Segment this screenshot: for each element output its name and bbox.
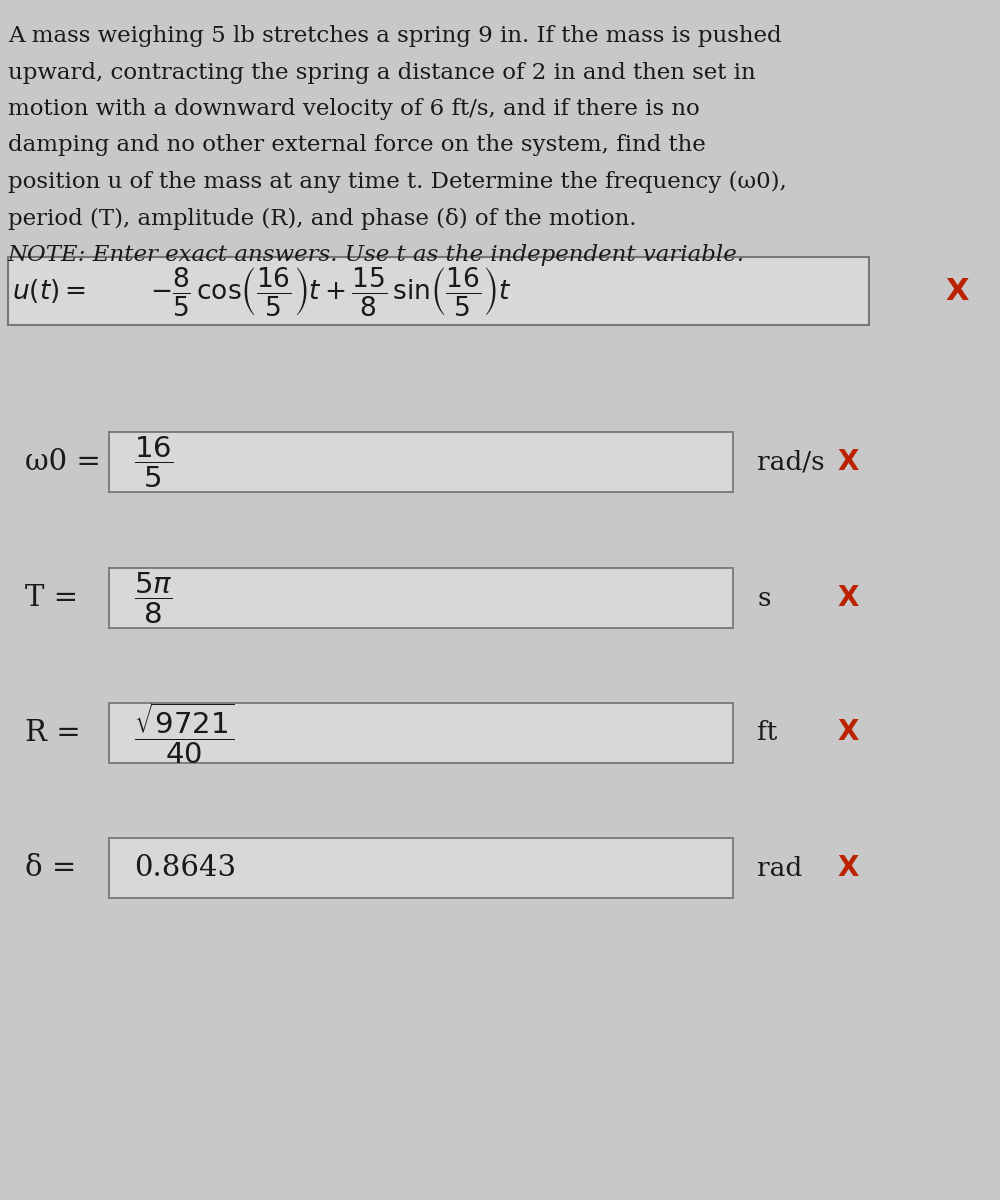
Text: $\mathbf{X}$: $\mathbf{X}$ xyxy=(837,584,859,612)
Text: 0.8643: 0.8643 xyxy=(134,854,236,882)
FancyBboxPatch shape xyxy=(8,257,869,325)
Text: $\dfrac{5π}{8}$: $\dfrac{5π}{8}$ xyxy=(134,570,172,625)
Text: damping and no other external force on the system, find the: damping and no other external force on t… xyxy=(8,134,706,156)
Text: A mass weighing 5 lb stretches a spring 9 in. If the mass is pushed: A mass weighing 5 lb stretches a spring … xyxy=(8,25,782,47)
Text: rad: rad xyxy=(757,856,803,881)
Text: $-\dfrac{8}{5}\,\cos\!\left(\dfrac{16}{5}\right)t+\dfrac{15}{8}\,\sin\!\left(\df: $-\dfrac{8}{5}\,\cos\!\left(\dfrac{16}{5… xyxy=(150,264,512,318)
Text: ω0 =: ω0 = xyxy=(25,448,101,476)
Text: $\dfrac{16}{5}$: $\dfrac{16}{5}$ xyxy=(134,434,173,490)
Text: $\mathbf{X}$: $\mathbf{X}$ xyxy=(837,720,859,746)
Text: δ =: δ = xyxy=(25,854,76,882)
Text: $\dfrac{\sqrt{9721}}{40}$: $\dfrac{\sqrt{9721}}{40}$ xyxy=(134,700,234,766)
Text: position u of the mass at any time t. Determine the frequency (ω0),: position u of the mass at any time t. De… xyxy=(8,170,787,193)
FancyBboxPatch shape xyxy=(109,432,733,492)
Text: $\mathbf{X}$: $\mathbf{X}$ xyxy=(837,449,859,475)
Text: T =: T = xyxy=(25,584,78,612)
Text: s: s xyxy=(757,586,771,611)
Text: motion with a downward velocity of 6 ft/s, and if there is no: motion with a downward velocity of 6 ft/… xyxy=(8,98,700,120)
Text: R =: R = xyxy=(25,719,81,746)
Text: NOTE: Enter exact answers. Use t as the independent variable.: NOTE: Enter exact answers. Use t as the … xyxy=(8,244,745,266)
FancyBboxPatch shape xyxy=(109,703,733,763)
Text: rad/s: rad/s xyxy=(757,450,825,474)
FancyBboxPatch shape xyxy=(109,838,733,898)
Text: $\mathbf{X}$: $\mathbf{X}$ xyxy=(945,276,970,306)
FancyBboxPatch shape xyxy=(109,568,733,628)
Text: $u(t) =$: $u(t) =$ xyxy=(12,277,86,305)
Text: ft: ft xyxy=(757,720,778,745)
Text: upward, contracting the spring a distance of 2 in and then set in: upward, contracting the spring a distanc… xyxy=(8,61,756,84)
Text: $\mathbf{X}$: $\mathbf{X}$ xyxy=(837,854,859,882)
Text: period (T), amplitude (R), and phase (δ) of the motion.: period (T), amplitude (R), and phase (δ)… xyxy=(8,208,636,229)
